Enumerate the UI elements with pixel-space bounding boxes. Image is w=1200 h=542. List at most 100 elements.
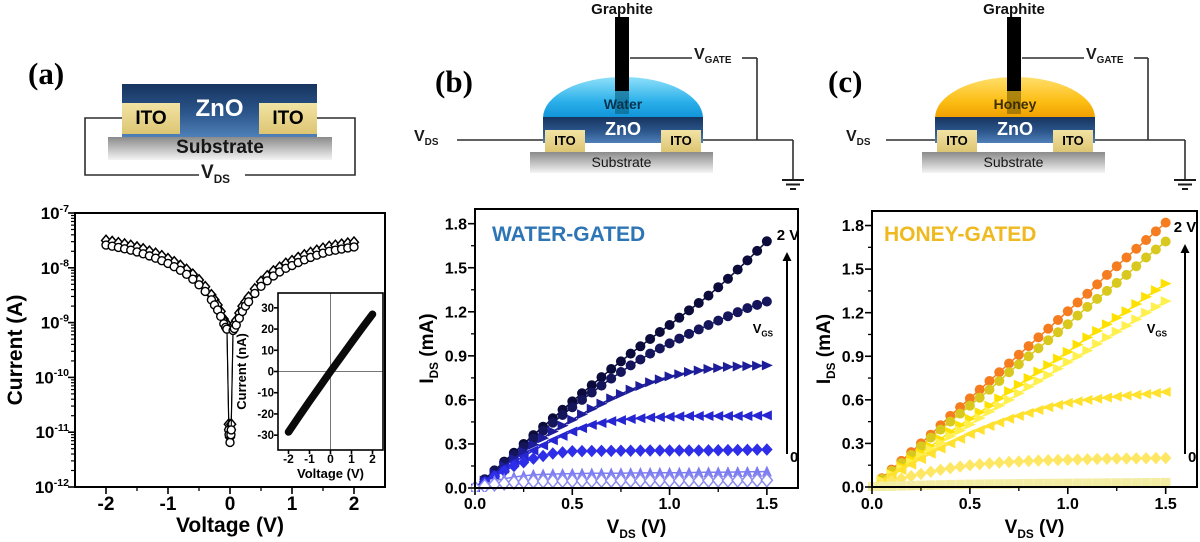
iv-log-chart: -2 -1 0 1 210-710-810-910-1010-1110-12Voltag… [4,203,386,537]
chart-text: 1.0 [1057,496,1079,513]
chart-text: 1.5 [1155,496,1177,513]
chart-text: 2 [369,452,376,466]
chart-text: 0.0 [445,481,467,498]
chart-text: 1.0 [658,496,680,513]
chart-text: 10-12 [35,477,69,497]
wires-b [457,57,804,190]
series-linear-iv [284,310,377,436]
chart-text: 0.0 [861,496,883,513]
chart-text: 10-7 [41,203,69,223]
chart-text: 0.9 [445,348,467,365]
chart-text: 10 [261,345,274,357]
chart-text: 30 [261,303,274,315]
chart-text: -30 [257,430,274,442]
chart-text: HONEY-GATED [884,223,1036,246]
ground-icon [782,179,804,190]
chart-text: VDS (V) [1005,517,1065,541]
chart-text: 10-9 [41,312,69,332]
series-vgs-step-6 [471,296,772,492]
chart-text: 0.5 [561,496,583,513]
series-vgs-step-5 [471,360,773,492]
chart-text: WATER-GATED [492,223,645,246]
chart-text: VGS [1147,321,1168,338]
chart-text: 0.6 [445,392,467,409]
chart-text: 10-8 [41,258,69,278]
ito-left-c: ITO [937,130,977,152]
honey-output-chart: 0.0 0.5 1.0 1.5 0.0 0.3 0.6 0.9 1.2 1.5 1.8 VDS (V)… [814,210,1198,541]
chart-text: -2 [98,494,115,515]
wires-c [886,57,1196,190]
chart-text: 2 [349,494,360,515]
wires-a [84,117,356,176]
axes: 0.0 0.5 1.0 1.5 0.0 0.3 0.6 0.9 1.2 1.5 1.8 [842,218,1177,513]
substrate-b: Substrate [530,152,713,173]
chart-text: 0 [1188,449,1196,466]
graphite-rod-tip-c [1007,90,1021,114]
chart-text: 10-11 [35,422,69,442]
chart-text: 1.5 [445,260,467,277]
chart-text: 0.5 [959,496,981,513]
chart-text: 0 [225,494,236,515]
chart-text: 0.3 [842,436,864,453]
series-sweep-circles [101,240,359,448]
chart-text: VGS [753,321,774,338]
vds-label-b: VDS [414,128,439,149]
chart-text: IDS (mA) [814,314,838,384]
vgate-label-c: VGATE [1086,46,1124,67]
graphite-rod-b [615,17,629,91]
chart-text: Voltage (V) [297,466,364,481]
chart-text: IDS (mA) [417,313,441,383]
graphite-label-c: Graphite [983,1,1045,18]
substrate-a: Substrate [108,137,332,160]
ito-left-b: ITO [545,130,585,152]
chart-text: 1 [348,452,355,466]
chart-text: -20 [257,409,274,421]
chart-text: Current (A) [4,295,27,406]
water-output-chart: 0.0 0.5 1.0 1.5 0.0 0.3 0.6 0.9 1.2 1.5 1.8 VDS (V)… [417,208,800,541]
chart-text: 0.0 [842,480,864,497]
chart-text: 1.8 [445,216,467,233]
chart-text: 0.9 [842,349,864,366]
chart-text: 1.2 [445,304,467,321]
ito-right-a: ITO [259,103,317,134]
chart-text: -1 [304,452,315,466]
vds-label-c: VDS [846,128,871,149]
panel-a-label: (a) [28,56,65,91]
chart-text: VDS (V) [607,517,667,541]
gate-voltage-annotation: 2 V 0 VGS [1147,219,1197,466]
graphite-rod-c [1007,17,1021,91]
chart-text: Voltage (V) [176,514,284,537]
ito-right-c: ITO [1053,130,1093,152]
chart-text: -2 [283,452,294,466]
honey-label: Honey [993,96,1037,112]
chart-text: 1 [287,494,298,515]
chart-text: -1 [160,494,177,515]
chart-text: 1.5 [842,262,864,279]
graphite-label-b: Graphite [591,1,653,18]
chart-text: 0 [327,452,334,466]
series-vgs-step-3 [868,386,1171,491]
chart-text: 2 V [1174,219,1197,236]
ito-left-a: ITO [122,103,180,134]
chart-text: 20 [261,324,274,336]
graphite-rod-tip-b [615,90,629,114]
ground-icon [1174,179,1196,190]
series-vgs-step-6 [868,236,1171,491]
chart-text: 0.0 [464,496,486,513]
chart-text: 0.3 [445,437,467,454]
substrate-c: Substrate [922,152,1105,173]
chart-text: 10-10 [35,367,69,387]
ito-right-b: ITO [661,130,701,152]
water-label: Water [603,96,643,112]
vds-label-a: VDS [201,162,231,186]
chart-text: 2 V [777,227,800,244]
vgate-label-b: VGATE [694,46,732,67]
chart-text: 0.6 [842,392,864,409]
chart-text: 1.2 [842,305,864,322]
chart-text: Current (nA) [234,333,249,410]
panel-b-label: (b) [435,64,473,99]
